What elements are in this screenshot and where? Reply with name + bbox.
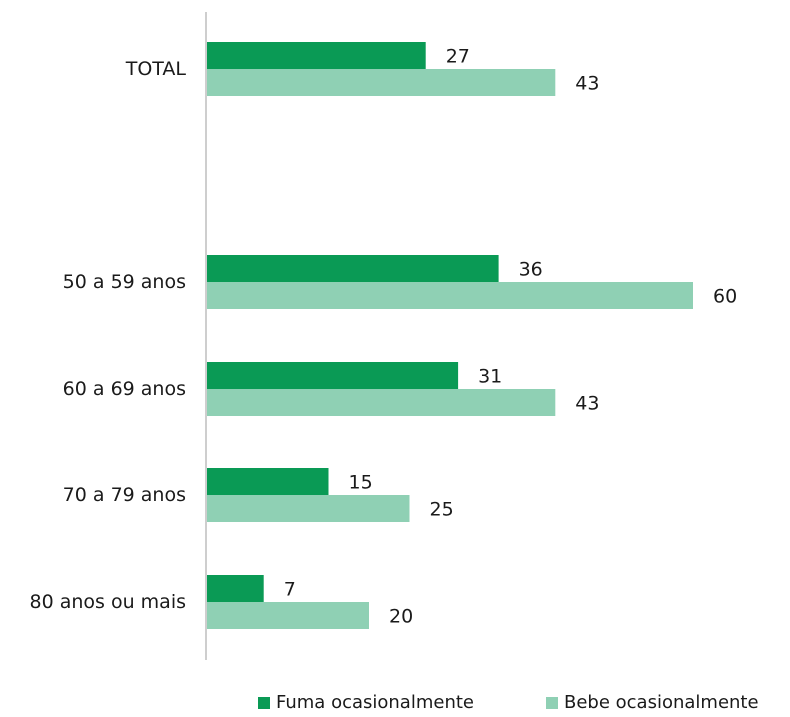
bar-fuma-ocasionalmente-total: [207, 42, 426, 69]
value-label-fuma-ocasionalmente-total: 27: [446, 46, 470, 68]
legend-swatch-fuma: [258, 696, 270, 709]
category-label-80-anos-ou-mais: 80 anos ou mais: [30, 591, 187, 613]
category-label-70-a-79-anos: 70 a 79 anos: [63, 484, 186, 506]
legend-label-bebe: Bebe ocasionalmente: [564, 692, 759, 713]
legend-item-bebe: Bebe ocasionalmente: [546, 692, 759, 713]
legend-item-fuma: Fuma ocasionalmente: [258, 692, 474, 713]
category-label-60-a-69-anos: 60 a 69 anos: [63, 378, 186, 400]
category-label-50-a-59-anos: 50 a 59 anos: [63, 271, 186, 293]
bar-bebe-ocasionalmente-60-a-69-anos: [207, 389, 556, 416]
bar-fuma-ocasionalmente-70-a-79-anos: [207, 468, 329, 495]
value-label-bebe-ocasionalmente-60-a-69-anos: 43: [575, 393, 599, 415]
bar-bebe-ocasionalmente-total: [207, 69, 556, 96]
value-label-fuma-ocasionalmente-60-a-69-anos: 31: [478, 366, 502, 388]
labels-layer: TOTAL 27 43 50 a 59 anos 36 60 60 a 69 anos 31 4…: [30, 46, 738, 628]
value-label-fuma-ocasionalmente-50-a-59-anos: 36: [519, 259, 543, 281]
bar-bebe-ocasionalmente-70-a-79-anos: [207, 495, 410, 522]
category-label-total: TOTAL: [125, 58, 187, 80]
bar-bebe-ocasionalmente-80-anos-ou-mais: [207, 602, 369, 629]
value-label-bebe-ocasionalmente-total: 43: [575, 73, 599, 95]
value-label-bebe-ocasionalmente-70-a-79-anos: 25: [430, 499, 454, 521]
bar-fuma-ocasionalmente-50-a-59-anos: [207, 255, 499, 282]
bar-fuma-ocasionalmente-80-anos-ou-mais: [207, 575, 264, 602]
legend-swatch-bebe: [546, 696, 558, 709]
bar-bebe-ocasionalmente-50-a-59-anos: [207, 282, 693, 309]
legend-label-fuma: Fuma ocasionalmente: [276, 692, 474, 713]
value-label-bebe-ocasionalmente-50-a-59-anos: 60: [713, 286, 737, 308]
bar-chart: TOTAL 27 43 50 a 59 anos 36 60 60 a 69 anos 31 4…: [30, 12, 738, 660]
bars-layer: [207, 42, 693, 629]
legend: Fuma ocasionalmente Bebe ocasionalmente: [0, 692, 790, 714]
value-label-fuma-ocasionalmente-80-anos-ou-mais: 7: [284, 579, 296, 601]
value-label-fuma-ocasionalmente-70-a-79-anos: 15: [349, 472, 373, 494]
value-label-bebe-ocasionalmente-80-anos-ou-mais: 20: [389, 606, 413, 628]
bar-fuma-ocasionalmente-60-a-69-anos: [207, 362, 459, 389]
